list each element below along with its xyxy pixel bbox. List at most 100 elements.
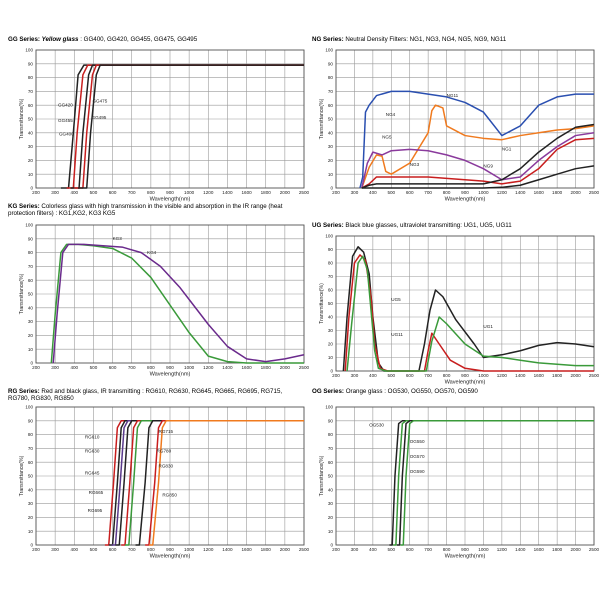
series-ng5-line [361,132,595,189]
kg-xtick-label: 1800 [261,365,272,370]
og-ytick-label: 20 [328,515,334,520]
ng-ytick-label: 0 [330,186,333,191]
rg-ytick-label: 100 [25,405,33,410]
ng-ytick-label: 30 [328,144,334,149]
curve-label-rg715: RG715 [159,429,174,434]
gg-ytick-label: 100 [25,48,33,53]
series-gg420-line [66,64,304,189]
ug-ytick-label: 20 [328,342,334,347]
ng-xtick-label: 800 [443,190,451,195]
series-rg715-line [125,420,304,546]
kg-ytick-label: 70 [28,264,34,269]
kg-ytick-label: 90 [28,236,34,241]
og-xtick-label: 2500 [589,547,600,552]
rg-xtick-label: 200 [32,547,40,552]
ug-chart-title: UG Series: Black blue glasses, ultraviol… [312,222,597,229]
gg-ytick-label: 60 [28,103,34,108]
og-xtick-label: 1400 [515,547,526,552]
gg-xtick-label: 800 [147,190,155,195]
kg-ytick-label: 50 [28,292,34,297]
gg-xtick-label: 400 [70,190,78,195]
rg-ytick-label: 0 [30,543,33,548]
ug-ytick-label: 0 [330,369,333,374]
rg-xtick-label: 2500 [299,547,310,552]
curve-label-gg475: GG475 [92,98,107,103]
ng-xtick-label: 200 [332,190,340,195]
rg-ytick-label: 90 [28,418,34,423]
curve-label-og590: OG590 [410,469,425,474]
ng-ytick-label: 100 [325,48,333,53]
ng-xtick-label: 1600 [534,190,545,195]
og-ytick-label: 70 [328,446,334,451]
series-ug11-line [346,255,594,372]
series-og570-line [396,420,594,546]
curve-label-ng5: NG5 [382,134,392,139]
series-ng1-line [361,165,595,189]
ng-ytick-label: 60 [328,103,334,108]
og-plot: 0 10 20 30 40 50 60 70 80 90 100 200 300 400 500 600 700… [319,405,600,560]
og-chart-title: OG Series: Orange glass : OG530, OG550, … [312,388,597,395]
series-ng4-line [361,104,595,189]
kg-ytick-label: 80 [28,250,34,255]
ng-xtick-label: 600 [406,190,414,195]
curve-label-rg850: RG850 [162,493,177,498]
ug-xtick-label: 300 [351,373,359,378]
kg-plot: 0 10 20 30 40 50 60 70 80 90 100 200 300 400 500 600 700… [19,223,310,378]
gg-xtick-label: 600 [109,190,117,195]
curve-label-gg400: GG400 [59,132,74,137]
ug-title-rest: Black blue glasses, ultraviolet transmit… [343,222,512,229]
ug-ytick-label: 50 [328,301,334,306]
series-gg495-line [78,64,304,189]
ug-xtick-label: 200 [332,373,340,378]
ug-xtick-label: 800 [443,373,451,378]
kg-xtick-label: 2000 [280,365,291,370]
rg-ytick-label: 40 [28,487,34,492]
og-xtick-label: 1800 [552,547,563,552]
ng-xtick-label: 1400 [515,190,526,195]
gg-xtick-label: 1200 [203,190,214,195]
gg-xtick-label: 2500 [299,190,310,195]
rg-xtick-label: 900 [166,547,174,552]
series-rg850-line [148,420,304,546]
gg-ytick-label: 70 [28,89,34,94]
gg-y-axis-label: Transmittance(%) [19,98,25,139]
kg-xtick-label: 600 [109,365,117,370]
gg-xtick-label: 1000 [184,190,195,195]
ug-xtick-label: 2500 [589,373,600,378]
kg-xtick-label: 1000 [184,365,195,370]
curve-label-ug1: UG1 [483,324,493,329]
kg-plot-frame [35,224,305,364]
ug-y-axis-label: Transmittance(%) [319,283,325,324]
curve-label-ng1: NG1 [502,147,512,152]
og-ytick-label: 60 [328,460,334,465]
ug-ytick-label: 10 [328,355,334,360]
gg-ytick-label: 30 [28,144,34,149]
ng-ytick-label: 90 [328,61,334,66]
curve-label-rg610: RG610 [85,435,100,440]
kg-xtick-label: 400 [70,365,78,370]
kg-ytick-label: 100 [25,223,33,228]
series-rg830-line [145,420,304,546]
curve-label-rg665: RG665 [89,490,104,495]
ng-xtick-label: 2500 [589,190,600,195]
rg-plot: 0 10 20 30 40 50 60 70 80 90 100 200 300 400 500 600 700… [19,405,310,560]
kg-xtick-label: 2500 [299,365,310,370]
ng-xtick-label: 1200 [497,190,508,195]
rg-xtick-label: 400 [70,547,78,552]
curve-label-rg830: RG830 [159,464,174,469]
gg-ytick-label: 50 [28,117,34,122]
curve-label-rg780: RG780 [157,449,172,454]
rg-xtick-label: 600 [109,547,117,552]
kg-xtick-label: 700 [128,365,136,370]
series-rg630-line [108,420,304,546]
gg-title-series: GG Series: [8,36,40,43]
ug-ytick-label: 40 [328,315,334,320]
gg-xtick-label: 2000 [280,190,291,195]
rg-ytick-label: 70 [28,446,34,451]
ug-xtick-label: 1400 [515,373,526,378]
rg-plot-frame [35,406,305,546]
curve-label-rg695: RG695 [88,508,103,513]
series-ng11-line [359,90,594,189]
series-rg610-line [104,420,304,546]
curve-label-kg4: KG4 [147,250,157,255]
